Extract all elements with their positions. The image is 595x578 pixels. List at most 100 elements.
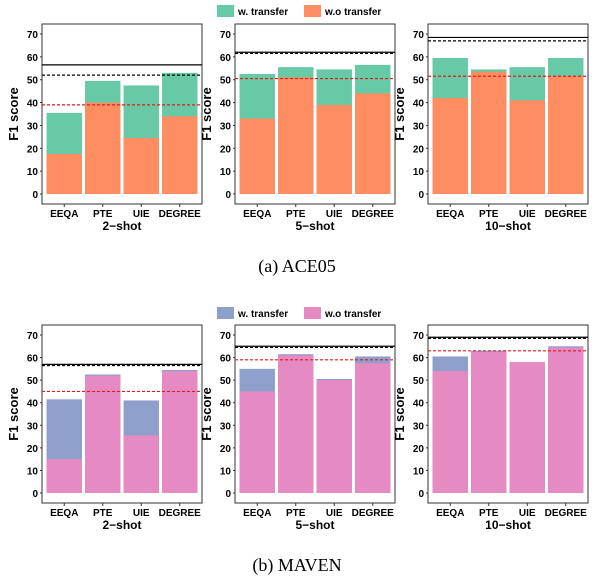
x-tick-label: PTE xyxy=(479,209,499,220)
panel-title: 2−shot xyxy=(102,219,141,233)
y-tick-label: 60 xyxy=(27,53,39,64)
legend-swatch-1 xyxy=(304,5,321,17)
x-tick-label: PTE xyxy=(93,209,113,220)
y-tick-label: 0 xyxy=(32,489,38,500)
bar-wo-transfer-eeqa xyxy=(46,459,82,493)
x-tick-label: UIE xyxy=(326,209,343,220)
bar-wo-transfer-eeqa xyxy=(46,154,82,194)
y-tick-label: 60 xyxy=(220,53,232,64)
x-tick-label: UIE xyxy=(326,508,343,519)
y-tick-label: 30 xyxy=(27,121,39,132)
bar-wo-transfer-degree xyxy=(548,347,584,493)
y-tick-label: 30 xyxy=(413,421,425,432)
legend-label-0: w. transfer xyxy=(237,309,288,320)
y-tick-label: 70 xyxy=(220,331,232,342)
bar-wo-transfer-degree xyxy=(355,363,391,493)
panel-title: 2−shot xyxy=(102,518,141,532)
y-tick-label: 40 xyxy=(27,399,39,410)
bar-wo-transfer-degree xyxy=(162,371,198,493)
y-tick-label: 50 xyxy=(220,76,232,87)
legend-label-1: w.o transfer xyxy=(324,7,381,18)
legend-label-1: w.o transfer xyxy=(324,309,381,320)
x-tick-label: DEGREE xyxy=(159,209,202,220)
legend: w. transfer w.o transfer xyxy=(217,5,381,18)
x-tick-label: DEGREE xyxy=(545,209,588,220)
x-tick-label: PTE xyxy=(286,209,306,220)
panel-title: 5−shot xyxy=(295,518,334,532)
panel-title: 10−shot xyxy=(485,219,531,233)
y-tick-label: 40 xyxy=(220,399,232,410)
caption-maven: (b) MAVEN xyxy=(252,555,341,576)
bar-wo-transfer-degree xyxy=(162,116,198,194)
y-tick-label: 0 xyxy=(32,190,38,201)
panel-2shot: 0 10 20 30 40 50 60 70 F1 score EEQA PTE UIE DEGREE 2… xyxy=(6,324,203,532)
panel-10shot: 0 10 20 30 40 50 60 70 F1 score EEQA PTE UIE DEGREE 1… xyxy=(392,324,589,532)
x-tick-label: EEQA xyxy=(436,508,464,519)
y-tick-label: 50 xyxy=(413,376,425,387)
x-tick-label: PTE xyxy=(479,508,499,519)
y-tick-label: 20 xyxy=(220,444,232,455)
panel-frame xyxy=(427,324,589,504)
y-tick-label: 40 xyxy=(220,99,232,110)
x-tick-label: EEQA xyxy=(50,508,78,519)
bar-wo-transfer-pte xyxy=(278,355,314,493)
x-tick-label: PTE xyxy=(93,508,113,519)
panel-5shot: 0 10 20 30 40 50 60 70 F1 score EEQA PTE UIE DEGREE 5… xyxy=(199,324,396,532)
y-tick-label: 60 xyxy=(220,354,232,365)
y-axis-label: F1 score xyxy=(392,87,407,140)
caption-ace05: (a) ACE05 xyxy=(258,256,335,277)
ace05-figure: w. transfer w.o transfer 0 10 20 30 40 50 60 70 F1… xyxy=(6,5,589,233)
legend: w. transfer w.o transfer xyxy=(217,307,381,320)
y-tick-label: 70 xyxy=(220,30,232,41)
bar-wo-transfer-eeqa xyxy=(239,118,275,194)
legend-label-0: w. transfer xyxy=(237,7,288,18)
bar-wo-transfer-eeqa xyxy=(239,391,275,493)
y-tick-label: 10 xyxy=(220,167,232,178)
y-tick-label: 60 xyxy=(413,53,425,64)
y-tick-label: 30 xyxy=(413,121,425,132)
y-tick-label: 50 xyxy=(27,76,39,87)
bar-wo-transfer-uie xyxy=(509,362,545,493)
bar-wo-transfer-eeqa xyxy=(432,98,468,194)
panel-title: 5−shot xyxy=(295,219,334,233)
y-tick-label: 30 xyxy=(220,421,232,432)
panel-frame xyxy=(234,324,396,504)
x-tick-label: UIE xyxy=(133,508,150,519)
bar-wo-transfer-uie xyxy=(509,100,545,194)
bar-wo-transfer-pte xyxy=(471,351,507,493)
y-axis-label: F1 score xyxy=(392,387,407,440)
y-tick-label: 30 xyxy=(220,121,232,132)
y-tick-label: 0 xyxy=(225,190,231,201)
bar-wo-transfer-eeqa xyxy=(432,371,468,493)
bar-wo-transfer-degree xyxy=(548,76,584,194)
y-axis-label: F1 score xyxy=(6,87,21,140)
y-tick-label: 20 xyxy=(413,444,425,455)
y-tick-label: 70 xyxy=(27,331,39,342)
x-tick-label: DEGREE xyxy=(352,508,395,519)
legend-swatch-1 xyxy=(304,307,321,319)
x-tick-label: EEQA xyxy=(243,209,271,220)
y-tick-label: 50 xyxy=(413,76,425,87)
y-tick-label: 10 xyxy=(27,466,39,477)
y-tick-label: 0 xyxy=(418,489,424,500)
bar-wo-transfer-uie xyxy=(123,138,159,194)
y-tick-label: 20 xyxy=(27,144,39,155)
y-tick-label: 10 xyxy=(27,167,39,178)
bar-wo-transfer-uie xyxy=(123,435,159,493)
y-tick-label: 60 xyxy=(27,354,39,365)
y-tick-label: 50 xyxy=(27,376,39,387)
y-tick-label: 30 xyxy=(27,421,39,432)
y-tick-label: 70 xyxy=(413,30,425,41)
panel-10shot: 0 10 20 30 40 50 60 70 F1 score EEQA PTE UIE DEGREE 1… xyxy=(392,23,589,233)
legend-swatch-0 xyxy=(217,307,234,319)
x-tick-label: UIE xyxy=(133,209,150,220)
bar-wo-transfer-pte xyxy=(278,77,314,194)
x-tick-label: DEGREE xyxy=(545,508,588,519)
panel-5shot: 0 10 20 30 40 50 60 70 F1 score EEQA PTE UIE DEGREE 5… xyxy=(199,23,396,233)
y-tick-label: 60 xyxy=(413,354,425,365)
panel-2shot: 0 10 20 30 40 50 60 70 F1 score EEQA PTE UIE DEGREE 2… xyxy=(6,23,203,233)
bar-wo-transfer-pte xyxy=(85,102,121,194)
y-axis-label: F1 score xyxy=(199,387,214,440)
y-tick-label: 0 xyxy=(225,489,231,500)
